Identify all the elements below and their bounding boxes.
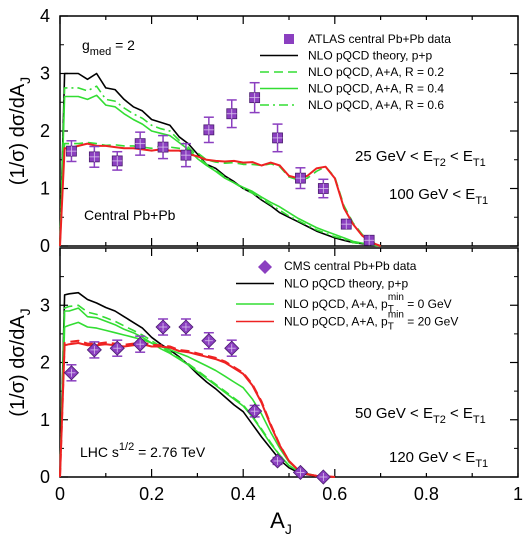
y-tick-label: 0 [40,236,50,256]
x-tick-label: 0.2 [139,484,164,504]
gmed-label: gmed = 2 [82,37,135,58]
legend-label: NLO pQCD, A+A, R = 0.4 [308,82,444,96]
series-line-4 [59,142,381,247]
legend-label: ATLAS central Pb+Pb data [308,32,451,46]
series-line-0 [59,291,335,478]
y-tick-label: 4 [40,6,50,26]
legend: CMS central Pb+Pb data NLO pQCD theory, p… [236,259,458,333]
legend: ATLAS central Pb+Pb data NLO pQCD theory,… [260,32,451,112]
system-label: Central Pb+Pb [84,207,176,223]
energy-label: LHC s1/2 = 2.76 TeV [80,441,206,460]
cut-condition-1: 50 GeV < ET2 < ET1 [355,405,486,426]
y-tick-label: 2 [40,121,50,141]
series-line-4 [59,342,335,478]
top-panel: 0 1 2 3 4 (1/σ) dσ/dAJ ATLAS central Pb+Pb dat… [7,6,519,256]
cut-condition-2: 120 GeV < ET1 [389,449,488,470]
y-tick-label: 3 [40,295,50,315]
cut-condition-2: 100 GeV < ET1 [389,186,488,207]
series-line-2 [59,94,381,247]
y-tick-label: 1 [40,410,50,430]
y-tick-label: 3 [40,64,50,84]
series-line-2 [59,304,335,478]
legend-label: CMS central Pb+Pb data [284,259,417,273]
legend-label: NLO pQCD, A+A, R = 0.2 [308,65,444,79]
legend-label: NLO pQCD, A+A, R = 0.6 [308,98,444,112]
x-axis-label: AJ [270,508,292,537]
cut-condition-1: 25 GeV < ET2 < ET1 [355,148,486,169]
y-tick-label: 1 [40,179,50,199]
legend-label: NLO pQCD, A+A, pTmin = 0 GeV [284,292,452,315]
x-tick-label: 1 [513,484,523,504]
legend-label: NLO pQCD theory, p+p [284,277,408,291]
series-line-0 [59,72,381,247]
y-axis-label: (1/σ) dσ/dAJ [7,308,33,416]
legend-marker [284,34,294,44]
y-tick-label: 0 [40,467,50,487]
x-tick-label: 0 [55,484,65,504]
bottom-panel: 0 1 2 3 (1/σ) dσ/dAJ CMS central Pb+Pb data NL… [7,247,519,487]
legend-label: NLO pQCD theory, p+p [308,49,432,63]
legend-marker [258,260,272,274]
series-line-1 [59,141,381,247]
x-axis: 0 0.2 0.4 0.6 0.8 1 AJ [55,484,523,537]
y-axis-label: (1/σ) dσ/dAJ [7,77,33,185]
x-tick-label: 0.8 [414,484,439,504]
x-tick-label: 0.4 [231,484,256,504]
legend-label: NLO pQCD, A+A, pTmin = 20 GeV [284,310,458,333]
series-line-5 [59,339,335,478]
y-tick-label: 2 [40,353,50,373]
x-tick-label: 0.6 [322,484,347,504]
